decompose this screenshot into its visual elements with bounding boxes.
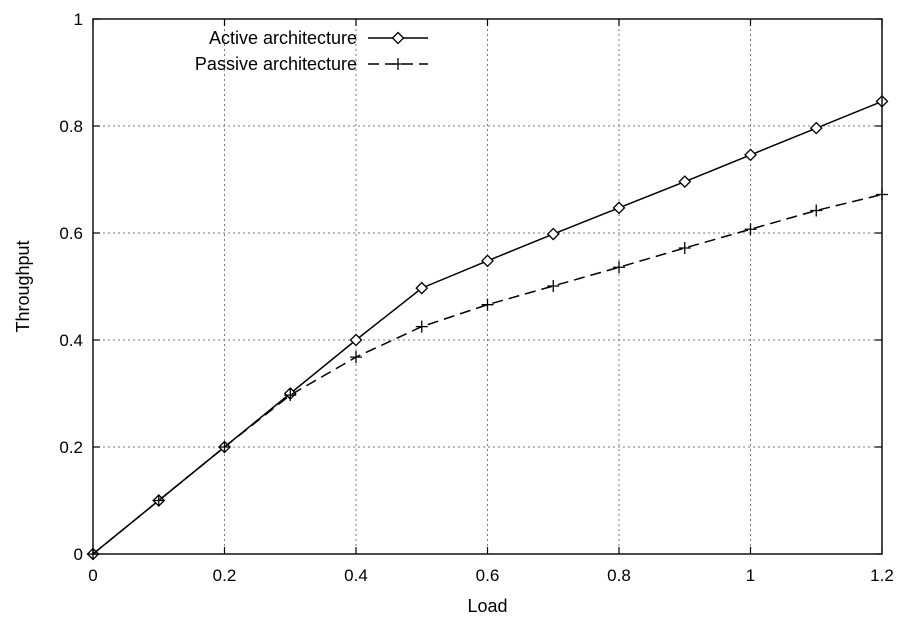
x-tick-label: 0 — [88, 566, 97, 585]
y-tick-label: 0.6 — [59, 224, 83, 243]
data-point — [349, 333, 363, 347]
data-point — [744, 148, 757, 162]
legend: Active architecture Passive architecture — [195, 28, 428, 74]
data-point — [678, 241, 691, 254]
data-point — [547, 279, 560, 292]
data-point — [678, 175, 692, 189]
y-tick-label: 1 — [74, 10, 83, 29]
legend-label: Active architecture — [209, 28, 357, 48]
axis-ticks: 0 0.2 0.4 0.6 0.8 1 1.2 0 0.2 0.4 0.6 0.8 1 — [59, 10, 893, 585]
x-tick-label: 0.8 — [607, 566, 631, 585]
x-tick-label: 1.2 — [870, 566, 894, 585]
data-point — [744, 223, 757, 236]
x-axis-title: Load — [467, 596, 507, 616]
legend-marker — [392, 58, 404, 70]
data-point — [809, 121, 823, 135]
data-point — [613, 261, 625, 274]
data-point — [810, 204, 823, 217]
y-tick-label: 0.4 — [59, 331, 83, 350]
x-tick-label: 0.4 — [344, 566, 368, 585]
data-point — [612, 201, 626, 215]
x-tick-label: 1 — [746, 566, 755, 585]
series-layer — [86, 94, 889, 561]
x-tick-label: 0.2 — [213, 566, 237, 585]
legend-item: Passive architecture — [195, 54, 428, 74]
data-point — [481, 298, 494, 311]
data-point — [350, 351, 362, 364]
data-point — [284, 389, 297, 402]
legend-marker — [391, 31, 405, 45]
y-tick-label: 0.8 — [59, 117, 83, 136]
legend-label: Passive architecture — [195, 54, 357, 74]
x-tick-label: 0.6 — [476, 566, 500, 585]
data-point — [546, 227, 560, 241]
y-tick-label: 0 — [74, 545, 83, 564]
data-point — [218, 441, 231, 453]
y-tick-label: 0.2 — [59, 438, 83, 457]
grid — [93, 19, 882, 554]
legend-item: Active architecture — [209, 28, 428, 48]
data-point — [415, 320, 428, 333]
y-axis-title: Throughput — [13, 240, 33, 332]
data-point — [152, 494, 165, 507]
data-point — [481, 254, 494, 268]
data-point — [415, 281, 429, 295]
